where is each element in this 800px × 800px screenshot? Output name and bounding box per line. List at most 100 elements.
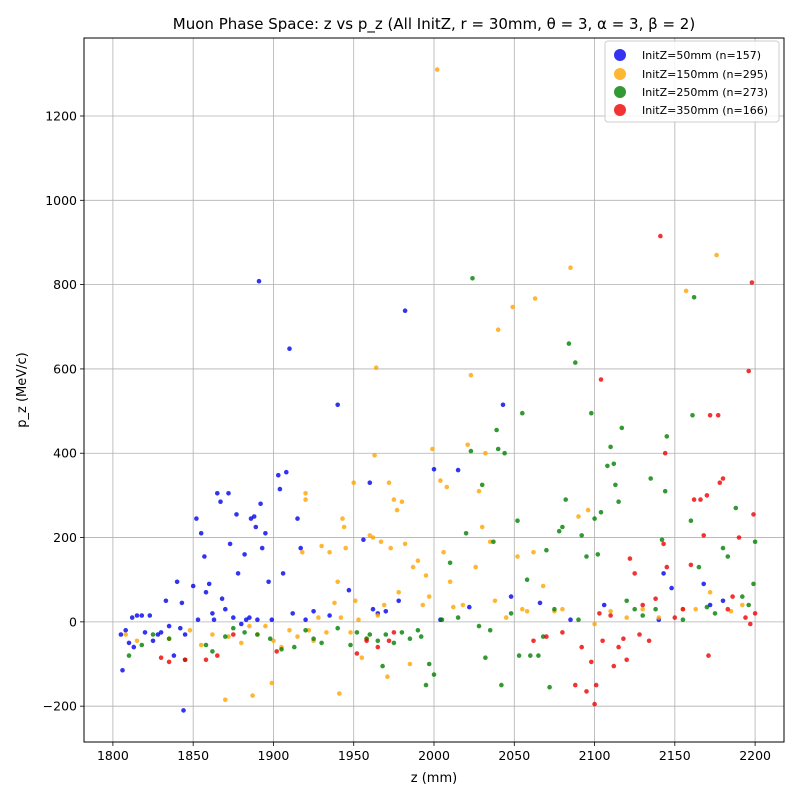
data-point <box>223 697 228 703</box>
data-point <box>627 556 633 561</box>
data-point <box>226 491 231 496</box>
x-tick-label: 1900 <box>258 748 290 763</box>
data-point <box>688 562 694 568</box>
data-point <box>544 634 549 639</box>
data-point <box>740 602 745 608</box>
data-point <box>327 550 332 555</box>
data-point <box>624 657 629 663</box>
data-point <box>181 708 186 713</box>
y-tick-label: 1000 <box>45 193 77 208</box>
data-point <box>182 632 188 637</box>
data-point <box>725 554 731 559</box>
data-point <box>166 623 172 629</box>
data-point <box>736 535 742 540</box>
data-point <box>520 606 525 612</box>
data-point <box>269 617 275 622</box>
data-point <box>255 632 260 637</box>
data-point <box>420 602 426 608</box>
axis-ticks: 1800 1850 1900 1950 2000 2050 2100 2150 2200−200… <box>43 108 771 763</box>
data-point <box>407 636 413 641</box>
data-point <box>696 564 702 570</box>
data-point <box>740 594 745 599</box>
data-point <box>290 611 296 616</box>
data-point <box>653 606 658 612</box>
data-point <box>239 640 244 646</box>
data-point <box>123 632 128 637</box>
data-point <box>455 467 461 473</box>
data-point <box>752 539 758 545</box>
data-point <box>367 480 373 486</box>
data-point <box>210 632 215 637</box>
data-point <box>242 630 247 635</box>
data-point <box>396 590 402 595</box>
data-point <box>688 518 694 523</box>
data-point <box>118 632 124 637</box>
x-tick-label: 1950 <box>338 748 370 763</box>
data-point <box>467 604 472 610</box>
data-point <box>231 615 236 620</box>
data-point <box>640 602 645 608</box>
data-point <box>346 587 352 593</box>
data-point <box>386 638 392 644</box>
data-point <box>410 564 416 570</box>
data-point <box>624 598 629 604</box>
data-point <box>637 632 642 637</box>
data-point <box>418 634 424 639</box>
data-point <box>423 682 429 688</box>
data-point <box>746 602 751 608</box>
data-point <box>585 507 591 513</box>
data-point <box>129 615 135 620</box>
data-point <box>468 448 474 454</box>
data-point <box>528 653 533 658</box>
data-point <box>253 524 259 530</box>
data-point <box>303 617 308 622</box>
data-point <box>601 602 607 608</box>
y-tick-label: 800 <box>53 277 77 292</box>
data-point <box>508 611 514 616</box>
data-point <box>353 598 358 604</box>
data-point <box>434 67 440 72</box>
data-point <box>415 628 421 633</box>
data-point <box>337 691 342 696</box>
data-point <box>279 647 284 652</box>
data-point <box>520 410 525 416</box>
data-point <box>510 304 515 310</box>
data-point <box>426 661 432 667</box>
data-point <box>263 623 268 629</box>
data-point <box>386 480 392 486</box>
data-point <box>712 611 718 616</box>
data-point <box>298 545 304 551</box>
data-point <box>126 640 132 646</box>
data-point <box>584 689 589 694</box>
data-point <box>280 571 286 576</box>
data-point <box>619 425 625 431</box>
data-point <box>483 655 488 660</box>
data-point <box>720 598 726 604</box>
data-point <box>532 296 538 301</box>
data-point <box>266 579 271 585</box>
data-point <box>341 524 347 530</box>
data-point <box>491 539 496 545</box>
data-point <box>632 571 637 576</box>
data-point <box>396 598 402 604</box>
data-point <box>597 611 602 616</box>
data-point <box>707 413 713 418</box>
y-tick-label: 200 <box>53 530 77 545</box>
y-tick-label: 1200 <box>45 108 77 123</box>
data-point <box>166 636 172 641</box>
legend-label-50mm: InitZ=50mm (n=157) <box>642 49 761 62</box>
data-point <box>476 488 482 494</box>
data-point <box>495 327 501 333</box>
data-point <box>598 510 604 515</box>
data-point <box>447 579 453 585</box>
data-point <box>399 630 405 635</box>
data-point <box>171 653 177 658</box>
data-point <box>402 541 408 547</box>
data-point <box>463 531 469 536</box>
data-point <box>444 484 450 490</box>
data-point <box>608 444 613 450</box>
data-point <box>537 600 543 606</box>
data-point <box>672 615 678 620</box>
data-point <box>142 630 148 635</box>
data-point <box>179 600 185 606</box>
